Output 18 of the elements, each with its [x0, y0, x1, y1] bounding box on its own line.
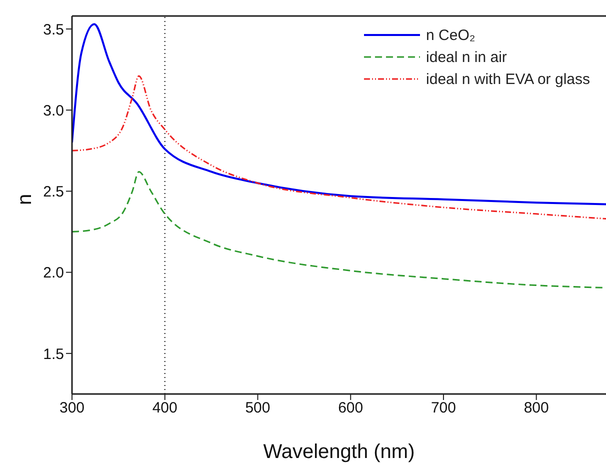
legend-label: ideal n in air [426, 48, 507, 66]
y-tick-label: 2.0 [43, 264, 64, 282]
x-tick-label: 700 [430, 400, 456, 417]
x-tick-label: 500 [245, 400, 270, 417]
y-tick-label: 3.5 [43, 21, 64, 38]
y-tick-label: 3.0 [43, 102, 64, 120]
legend-label: ideal n with EVA or glass [426, 70, 590, 88]
line-series [72, 23, 606, 206]
x-axis-title: Wavelength (nm) [263, 441, 415, 463]
y-tick-label: 2.5 [43, 184, 64, 201]
x-tick-label: 600 [338, 400, 364, 417]
x-tick-label: 400 [152, 400, 178, 417]
x-tick-label: 300 [59, 400, 85, 417]
x-tick-label: 800 [524, 400, 549, 417]
legend-label: n CeO₂ [426, 26, 476, 44]
y-tick-label: 1.5 [43, 346, 64, 363]
y-axis-title: n [14, 194, 36, 205]
line-series [72, 75, 606, 220]
